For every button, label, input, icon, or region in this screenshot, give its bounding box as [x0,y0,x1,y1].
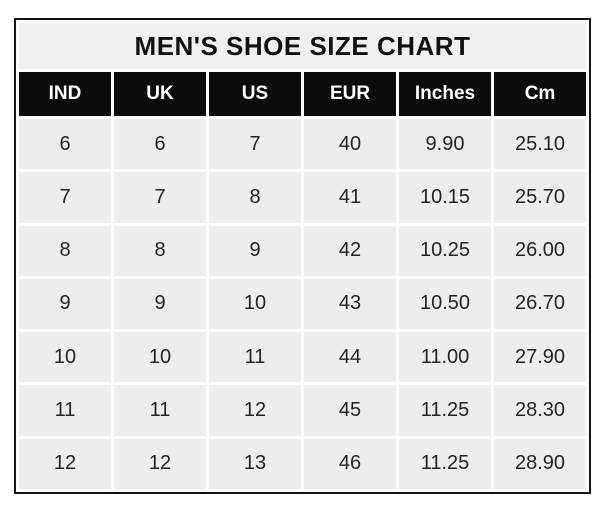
cell-inches: 11.00 [399,332,491,383]
cell-us: 13 [209,438,301,489]
column-header-ind: IND [19,72,111,116]
cell-inches: 10.25 [399,225,491,276]
table-body: 6 6 7 40 9.90 25.10 7 7 8 41 10.15 25.70… [19,119,586,489]
cell-inches: 10.50 [399,278,491,330]
cell-us: 9 [209,225,301,276]
cell-ind: 11 [19,385,111,436]
cell-cm: 26.00 [494,225,586,276]
cell-inches: 11.25 [399,385,491,436]
cell-cm: 28.30 [494,385,586,436]
cell-ind: 8 [19,225,111,276]
cell-eur: 44 [304,332,396,383]
cell-ind: 9 [19,278,111,330]
table-row: 9 9 10 43 10.50 26.70 [19,278,586,330]
cell-uk: 8 [114,225,206,276]
cell-cm: 25.10 [494,119,586,170]
column-header-uk: UK [114,72,206,116]
cell-ind: 7 [19,172,111,223]
cell-us: 8 [209,172,301,223]
cell-cm: 25.70 [494,172,586,223]
cell-inches: 9.90 [399,119,491,170]
cell-eur: 42 [304,225,396,276]
cell-cm: 28.90 [494,438,586,489]
table-head: MEN'S SHOE SIZE CHART IND UK US EUR Inch… [19,23,586,116]
shoe-size-chart-table: MEN'S SHOE SIZE CHART IND UK US EUR Inch… [14,18,591,494]
cell-uk: 7 [114,172,206,223]
column-header-inches: Inches [399,72,491,116]
table-row: 10 10 11 44 11.00 27.90 [19,332,586,383]
cell-us: 10 [209,278,301,330]
cell-us: 7 [209,119,301,170]
table-row: 12 12 13 46 11.25 28.90 [19,438,586,489]
cell-eur: 43 [304,278,396,330]
table-row: 6 6 7 40 9.90 25.10 [19,119,586,170]
column-header-us: US [209,72,301,116]
cell-eur: 40 [304,119,396,170]
cell-inches: 10.15 [399,172,491,223]
table-row: 11 11 12 45 11.25 28.30 [19,385,586,436]
cell-uk: 12 [114,438,206,489]
table-row: 8 8 9 42 10.25 26.00 [19,225,586,276]
cell-uk: 9 [114,278,206,330]
cell-uk: 11 [114,385,206,436]
cell-cm: 27.90 [494,332,586,383]
cell-eur: 46 [304,438,396,489]
cell-eur: 41 [304,172,396,223]
cell-ind: 6 [19,119,111,170]
title-row: MEN'S SHOE SIZE CHART [19,23,586,69]
cell-ind: 12 [19,438,111,489]
table-title: MEN'S SHOE SIZE CHART [19,23,586,69]
cell-inches: 11.25 [399,438,491,489]
cell-ind: 10 [19,332,111,383]
table-row: 7 7 8 41 10.15 25.70 [19,172,586,223]
column-header-cm: Cm [494,72,586,116]
cell-eur: 45 [304,385,396,436]
cell-cm: 26.70 [494,278,586,330]
cell-uk: 6 [114,119,206,170]
cell-us: 11 [209,332,301,383]
cell-us: 12 [209,385,301,436]
column-header-eur: EUR [304,72,396,116]
header-row: IND UK US EUR Inches Cm [19,72,586,116]
cell-uk: 10 [114,332,206,383]
